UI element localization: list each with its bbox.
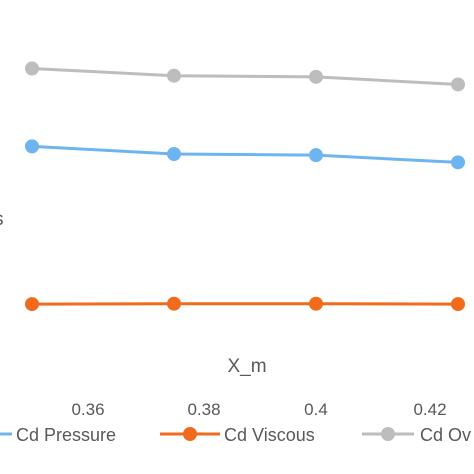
data-point: [25, 139, 39, 154]
x-tick-label: 0.4: [304, 400, 328, 419]
legend-marker: [183, 427, 197, 441]
data-point: [309, 148, 323, 163]
series-line: [31, 67, 459, 86]
legend-marker: [381, 427, 395, 441]
y-axis-title-fragment: s: [0, 209, 4, 230]
series-layer: [25, 61, 465, 312]
series-cd-viscous: [25, 296, 465, 312]
legend-label: Cd Ov: [420, 425, 471, 445]
legend: Cd Pressure Cd Viscous Cd Ov: [0, 425, 471, 445]
data-point: [309, 69, 323, 84]
data-point: [25, 297, 39, 312]
data-point: [451, 297, 465, 312]
legend-item: Cd Viscous: [160, 425, 315, 445]
series-cd-ov: [25, 61, 465, 92]
legend-item: Cd Pressure: [0, 425, 116, 445]
data-point: [309, 296, 323, 311]
data-point: [25, 61, 39, 76]
series-cd-pressure: [25, 139, 465, 170]
legend-label: Cd Pressure: [16, 425, 116, 445]
x-tick-label: 0.42: [413, 400, 446, 419]
data-point: [167, 147, 181, 161]
data-point: [451, 155, 465, 170]
x-tick-labels: 0.36 0.38 0.4 0.42: [71, 400, 446, 419]
legend-label: Cd Viscous: [224, 425, 315, 445]
x-tick-label: 0.38: [187, 400, 220, 419]
data-point: [167, 68, 181, 83]
x-tick-label: 0.36: [71, 400, 104, 419]
x-axis-title: X_m: [227, 356, 266, 377]
legend-item: Cd Ov: [362, 425, 471, 445]
data-point: [167, 296, 181, 311]
data-point: [451, 77, 465, 92]
series-line: [31, 144, 459, 164]
